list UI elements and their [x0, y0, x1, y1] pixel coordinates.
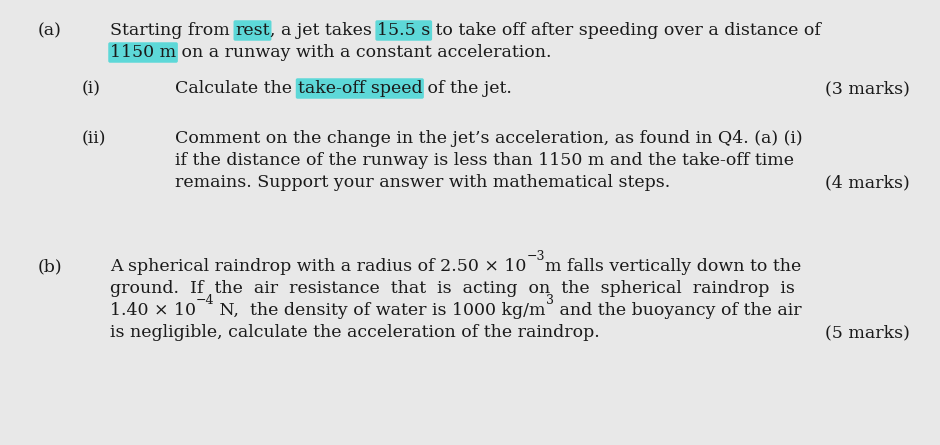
Text: 1.40 × 10: 1.40 × 10 — [110, 302, 196, 319]
Text: −4: −4 — [196, 294, 214, 307]
Text: A spherical raindrop with a radius of 2.50 × 10: A spherical raindrop with a radius of 2.… — [110, 258, 526, 275]
Text: to take off after speeding over a distance of: to take off after speeding over a distan… — [431, 22, 822, 39]
Text: (a): (a) — [38, 22, 62, 39]
Text: ground.  If  the  air  resistance  that  is  acting  on  the  spherical  raindro: ground. If the air resistance that is ac… — [110, 280, 795, 297]
Text: 1150 m: 1150 m — [110, 44, 176, 61]
Text: N,  the density of water is 1000 kg/m: N, the density of water is 1000 kg/m — [214, 302, 546, 319]
Text: (4 marks): (4 marks) — [825, 174, 910, 191]
Text: Calculate the: Calculate the — [175, 80, 297, 97]
Text: 3: 3 — [546, 294, 554, 307]
Text: m falls vertically down to the: m falls vertically down to the — [545, 258, 801, 275]
Text: on a runway with a constant acceleration.: on a runway with a constant acceleration… — [176, 44, 552, 61]
Text: (3 marks): (3 marks) — [825, 80, 910, 97]
Text: rest: rest — [235, 22, 270, 39]
Text: (5 marks): (5 marks) — [825, 324, 910, 341]
Text: and the buoyancy of the air: and the buoyancy of the air — [554, 302, 802, 319]
Text: remains. Support your answer with mathematical steps.: remains. Support your answer with mathem… — [175, 174, 670, 191]
Text: , a jet takes: , a jet takes — [270, 22, 377, 39]
Text: (b): (b) — [38, 258, 63, 275]
Text: −3: −3 — [526, 250, 545, 263]
Text: Comment on the change in the jet’s acceleration, as found in Q4. (a) (i): Comment on the change in the jet’s accel… — [175, 130, 803, 147]
Text: (ii): (ii) — [82, 130, 106, 147]
Text: take-off speed: take-off speed — [297, 80, 422, 97]
Text: of the jet.: of the jet. — [422, 80, 512, 97]
Text: is negligible, calculate the acceleration of the raindrop.: is negligible, calculate the acceleratio… — [110, 324, 600, 341]
Text: if the distance of the runway is less than 1150 m and the take-off time: if the distance of the runway is less th… — [175, 152, 794, 169]
Text: 15.5 s: 15.5 s — [377, 22, 431, 39]
Text: Starting from: Starting from — [110, 22, 235, 39]
Text: (i): (i) — [82, 80, 101, 97]
